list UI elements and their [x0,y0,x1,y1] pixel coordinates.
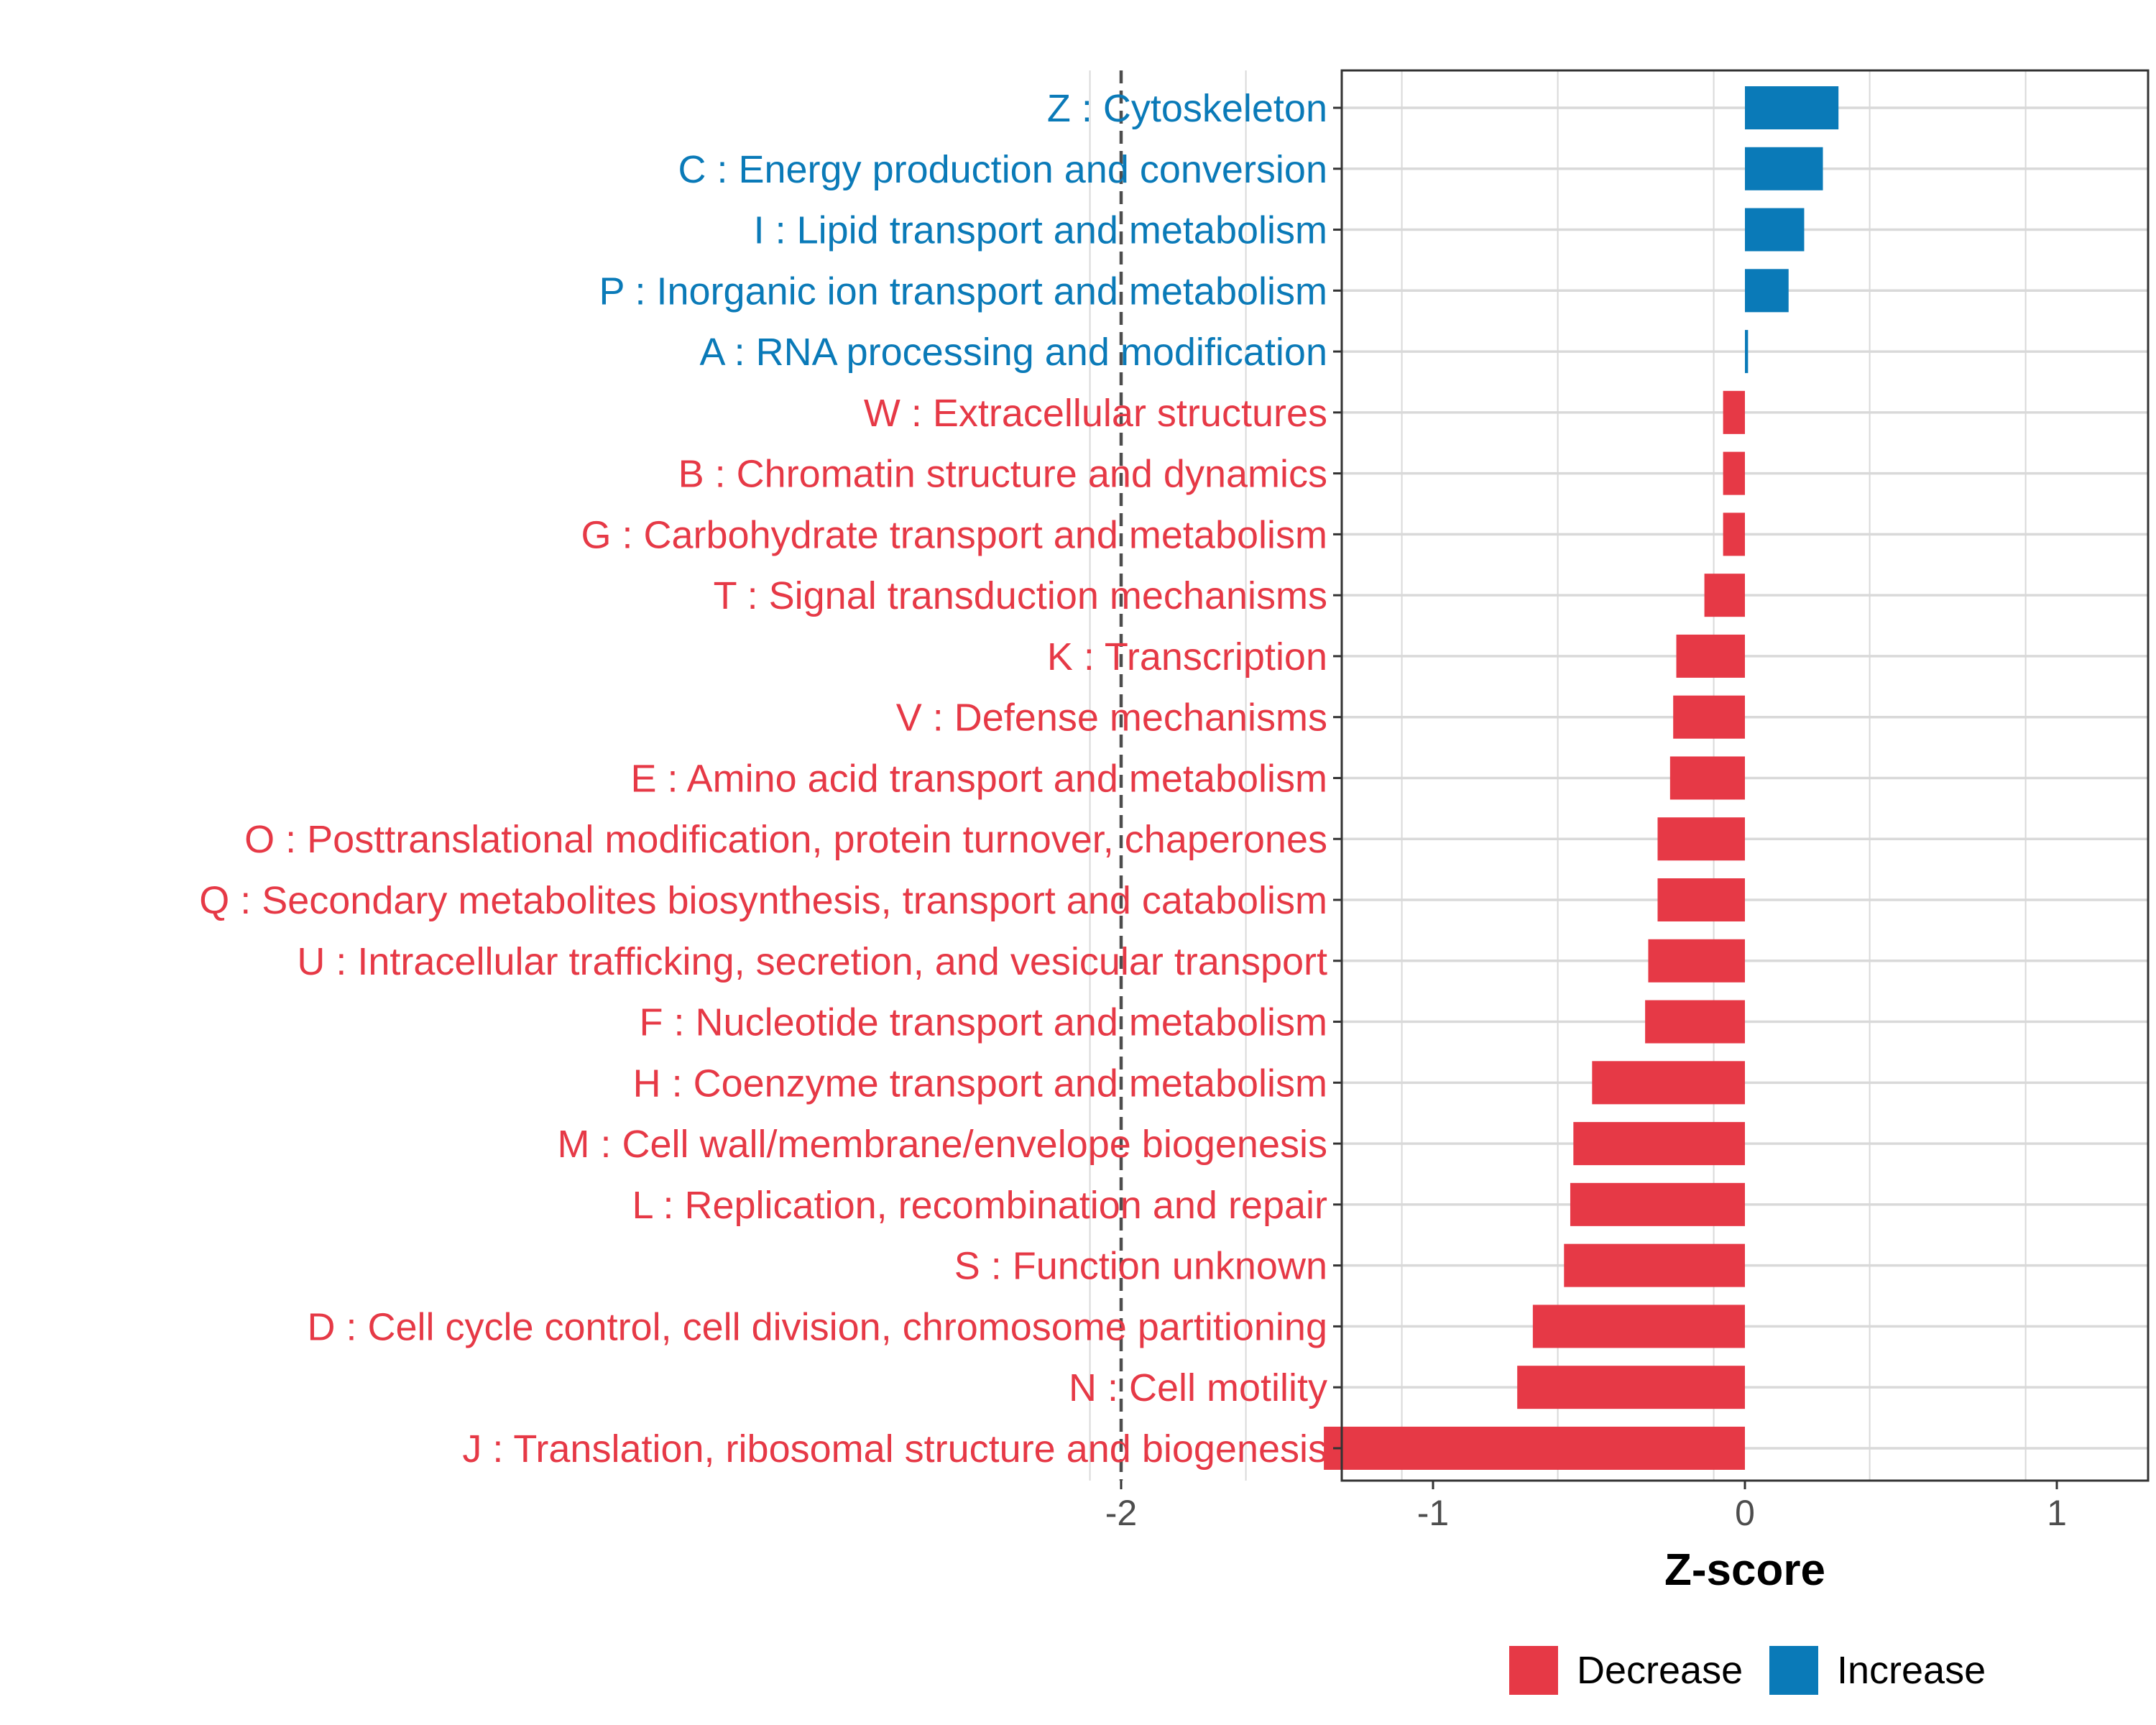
legend-label-decrease: Decrease [1577,1649,1743,1692]
bar [1657,817,1745,861]
bar [1745,330,1749,374]
bar [1723,512,1745,556]
bar [1648,939,1745,983]
category-label: A : RNA processing and modification [700,331,1327,374]
x-tick-label: -1 [1417,1493,1449,1533]
bar [1570,1182,1745,1226]
category-label: J : Translation, ribosomal structure and… [462,1427,1327,1471]
category-label: F : Nucleotide transport and metabolism [640,1001,1327,1044]
bar [1745,208,1805,252]
bar [1573,1122,1745,1166]
bar [1745,86,1839,129]
category-label: P : Inorganic ion transport and metaboli… [599,270,1327,313]
category-label: K : Transcription [1047,635,1327,678]
x-tick-label: 1 [2047,1493,2067,1533]
category-label: W : Extracellular structures [864,392,1327,435]
category-label: U : Intracellular trafficking, secretion… [297,940,1327,983]
category-label: B : Chromatin structure and dynamics [678,453,1327,496]
x-tick-label: 0 [1735,1493,1755,1533]
category-labels: Z : Cytoskeleton C : Energy production an… [199,87,1327,1471]
category-label: T : Signal transduction mechanisms [714,574,1327,617]
legend-swatch-increase [1769,1646,1818,1695]
category-label: D : Cell cycle control, cell division, c… [307,1305,1327,1348]
reference-lines [1119,70,1123,1481]
bar [1592,1061,1745,1105]
category-label: L : Replication, recombination and repai… [632,1184,1327,1227]
category-label: H : Coenzyme transport and metabolism [633,1062,1327,1105]
category-label: Z : Cytoskeleton [1047,87,1327,130]
category-label: V : Defense mechanisms [896,696,1327,740]
x-axis-title: Z-score [1664,1545,1825,1595]
category-label: Q : Secondary metabolites biosynthesis, … [199,879,1327,922]
bar [1704,574,1745,617]
category-label: O : Posttranslational modification, prot… [244,818,1327,861]
legend-label-increase: Increase [1837,1649,1986,1692]
bar [1324,1426,1745,1470]
bars [1324,86,1839,1470]
x-tick-label: -2 [1105,1493,1137,1533]
x-axis-ticks: -2-1012 [1105,106,2067,1533]
category-label: E : Amino acid transport and metabolism [631,757,1327,800]
bar [1657,878,1745,922]
bar [1669,756,1745,800]
bar [1723,390,1745,434]
legend: Decrease Increase [1509,1646,1986,1695]
bar [1676,634,1745,678]
bar [1745,269,1789,313]
category-label: S : Function unknown [954,1245,1327,1288]
bar [1532,1305,1745,1348]
legend-swatch-decrease [1509,1646,1558,1695]
bar [1517,1366,1745,1409]
bar [1564,1243,1745,1287]
category-label: I : Lipid transport and metabolism [754,209,1327,252]
category-label: N : Cell motility [1069,1366,1327,1409]
bar [1673,695,1745,739]
category-label: C : Energy production and conversion [678,148,1327,191]
bar [1745,147,1823,190]
bar [1645,1000,1745,1044]
category-label: M : Cell wall/membrane/envelope biogenes… [557,1123,1327,1166]
bar [1723,451,1745,495]
category-label: G : Carbohydrate transport and metabolis… [581,513,1328,556]
